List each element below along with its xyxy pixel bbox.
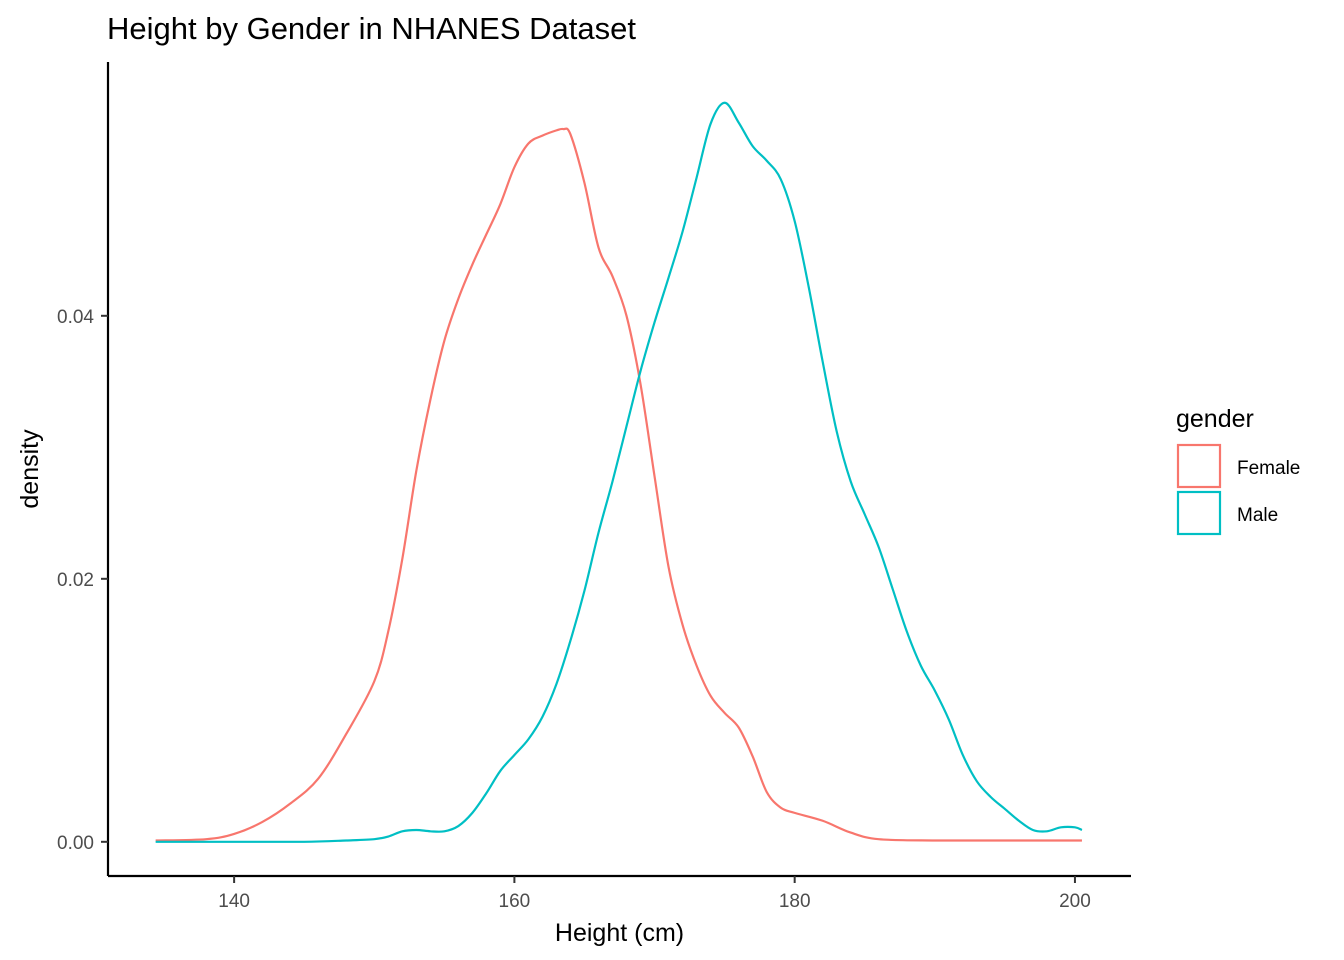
y-tick-label: 0.00: [57, 833, 94, 854]
chart-title: Height by Gender in NHANES Dataset: [107, 11, 636, 46]
x-tick-label: 160: [499, 891, 531, 912]
legend: gender Female Male: [1176, 405, 1300, 536]
x-axis-ticks: 140 160 180 200: [218, 876, 1091, 912]
x-tick-label: 200: [1059, 891, 1091, 912]
x-axis-title: Height (cm): [555, 919, 684, 947]
y-axis-title: density: [16, 429, 44, 509]
legend-label-female: Female: [1237, 458, 1300, 479]
legend-label-male: Male: [1237, 505, 1278, 526]
legend-items: Female Male: [1176, 443, 1300, 536]
plot-area: 140 160 180 200 0.00 0.02 0.04: [57, 62, 1131, 912]
x-tick-label: 140: [218, 891, 250, 912]
y-tick-label: 0.04: [57, 307, 94, 328]
series-line-male: [155, 101, 1083, 844]
legend-key-male: [1176, 490, 1222, 536]
y-tick-label: 0.02: [57, 570, 94, 591]
legend-key-female: [1176, 443, 1222, 489]
y-axis-ticks: 0.00 0.02 0.04: [57, 307, 108, 854]
series-layer: [155, 101, 1083, 844]
x-tick-label: 180: [779, 891, 811, 912]
legend-title: gender: [1176, 405, 1254, 433]
series-line-female: [155, 127, 1082, 842]
